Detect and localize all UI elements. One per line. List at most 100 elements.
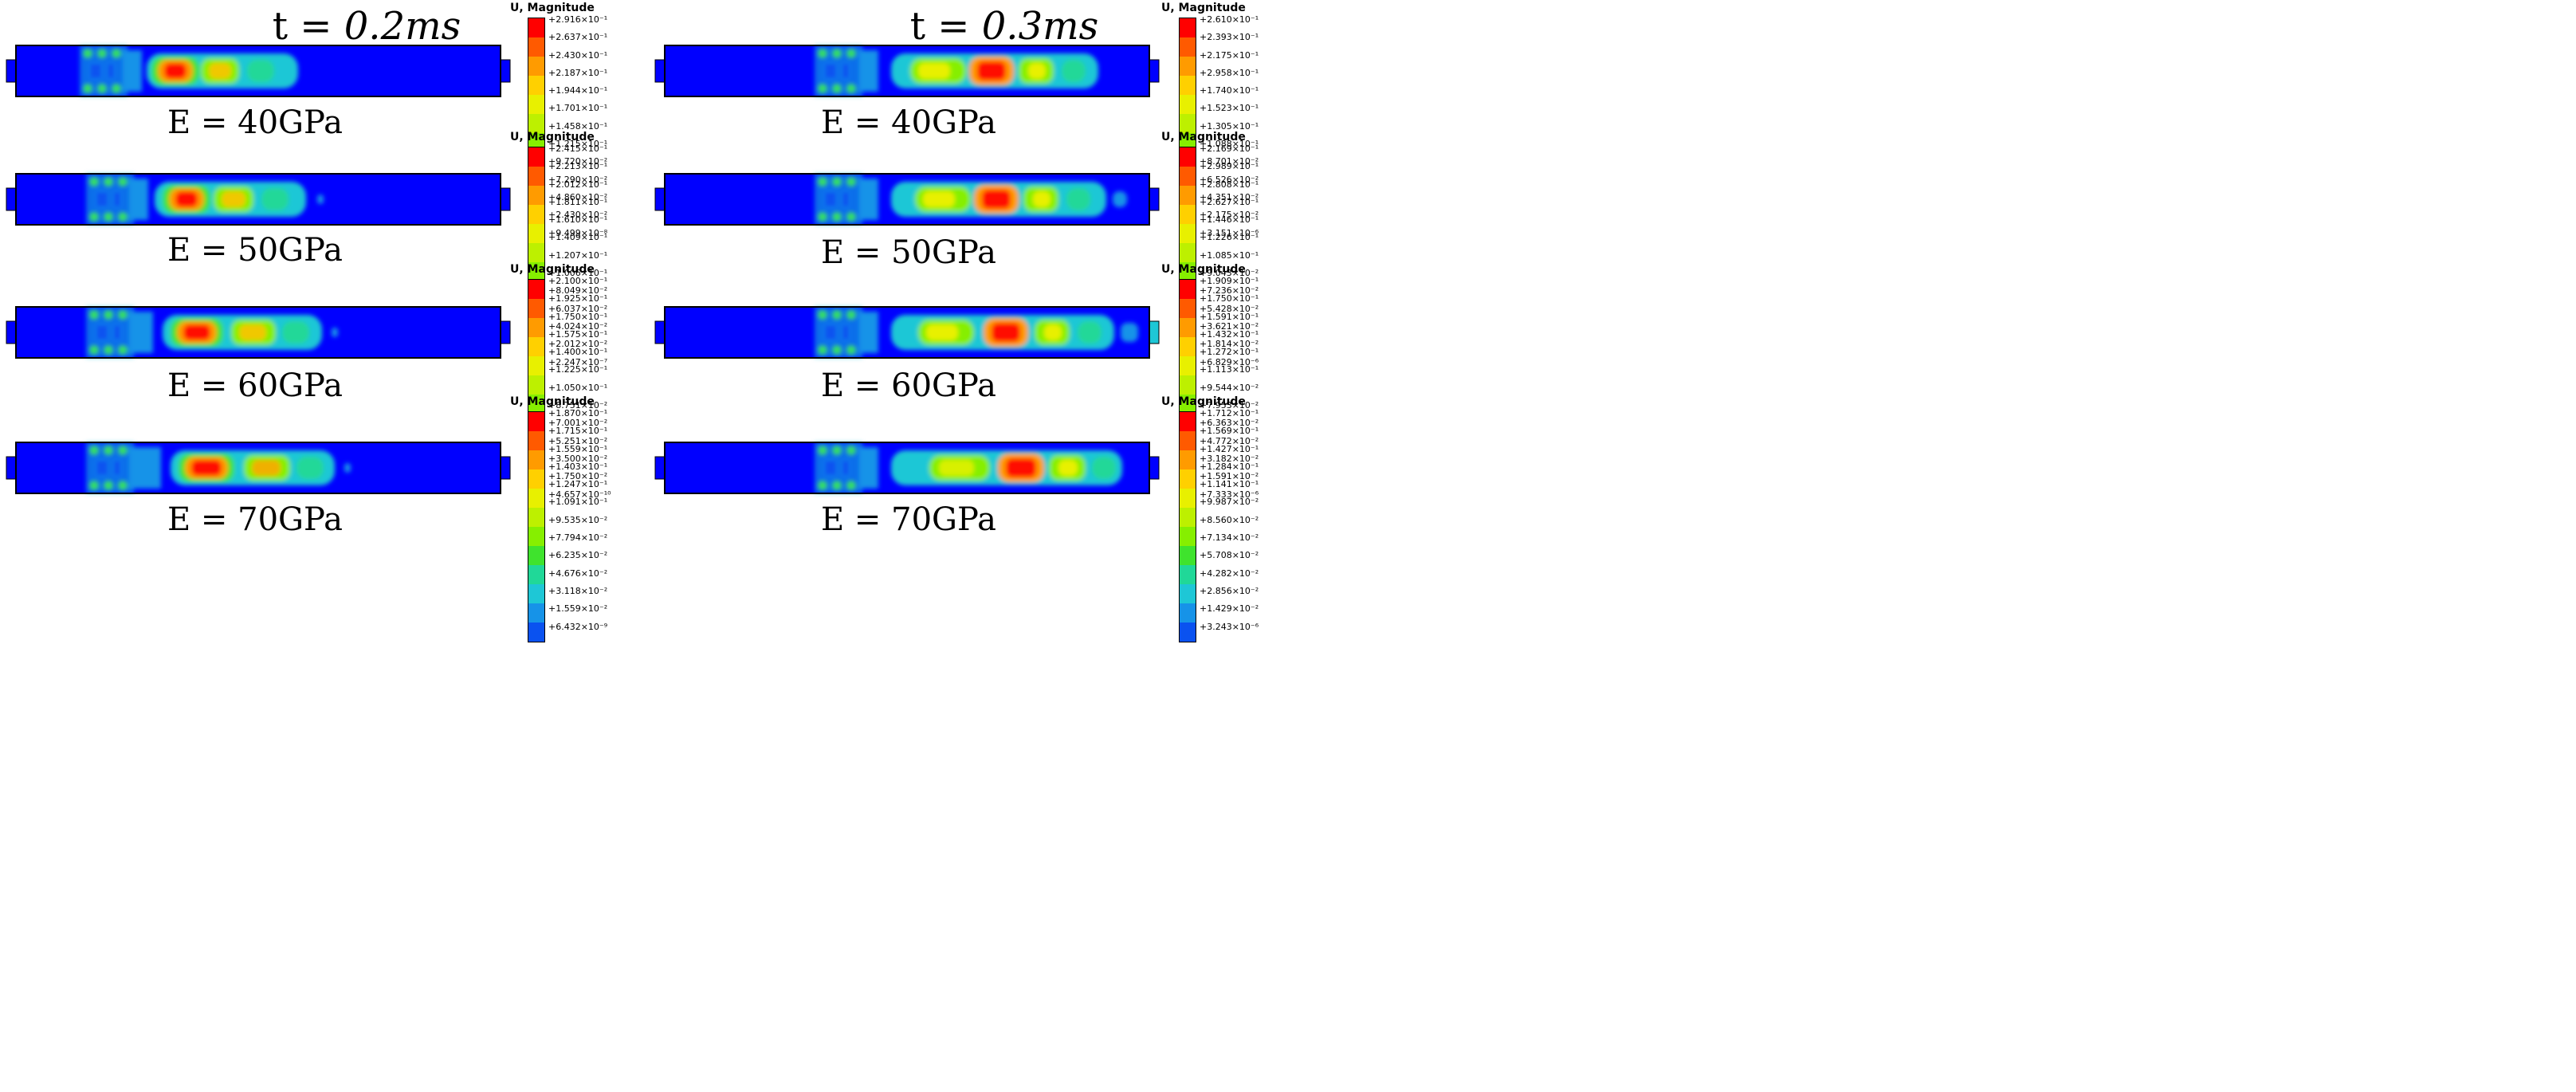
legend-value: +4.676×10⁻² xyxy=(548,568,608,579)
beam-contour-plot xyxy=(6,306,511,359)
legend-value: +1.591×10⁻¹ xyxy=(1200,311,1259,322)
legend-value: +2.247×10⁻⁷ xyxy=(548,356,608,367)
legend-swatch xyxy=(1180,356,1196,375)
legend-value: +7.794×10⁻² xyxy=(548,532,608,544)
legend-value: +7.953×10⁻² xyxy=(1200,400,1259,411)
legend-values: +2.169×10⁻¹ +2.989×10⁻¹ +2.808×10⁻¹ +2.627×… xyxy=(1200,140,1259,371)
time-prefix: t = xyxy=(272,4,344,49)
legend-value: +8.049×10⁻² xyxy=(548,285,608,297)
legend-swatch xyxy=(528,299,544,318)
legend-swatch xyxy=(1180,76,1196,95)
legend-swatch xyxy=(528,18,544,37)
legend-values: +2.610×10⁻¹ +2.393×10⁻¹ +2.175×10⁻¹ +2.958×… xyxy=(1200,11,1259,242)
legend-title: U, Magnitude xyxy=(510,131,595,143)
legend-swatch xyxy=(528,412,544,431)
time-prefix: t = xyxy=(909,4,982,49)
legend-swatch xyxy=(528,318,544,337)
legend-swatch xyxy=(1180,508,1196,527)
legend-value: +7.236×10⁻² xyxy=(1200,285,1259,297)
color-legend: U, Magnitude +2.169×10⁻¹ +2.989×10⁻¹ +2.808… xyxy=(1161,131,1305,381)
legend-value: +4.024×10⁻² xyxy=(548,320,608,332)
legend-value: +1.610×10⁻¹ xyxy=(548,214,608,226)
legend-value: +2.430×10⁻² xyxy=(548,210,608,221)
legend-swatch xyxy=(1180,95,1196,114)
legend-value: +3.621×10⁻² xyxy=(1200,320,1259,332)
legend-swatch xyxy=(528,147,544,167)
legend-swatch xyxy=(1180,57,1196,76)
legend-value: +8.751×10⁻² xyxy=(548,400,608,411)
legend-value: +5.428×10⁻² xyxy=(1200,303,1259,314)
legend-value: +1.284×10⁻¹ xyxy=(1200,461,1259,472)
legend-value: +7.134×10⁻² xyxy=(1200,532,1259,544)
legend-value: +6.235×10⁻² xyxy=(548,550,608,561)
legend-value: +1.750×10⁻¹ xyxy=(548,311,608,322)
legend-swatch xyxy=(528,375,544,395)
legend-title: U, Magnitude xyxy=(1161,263,1246,276)
legend-swatch xyxy=(528,395,544,414)
legend-swatch xyxy=(1180,489,1196,508)
legend-value: +2.637×10⁻¹ xyxy=(548,32,608,43)
modulus-label: E = 60GPa xyxy=(821,367,996,404)
legend-value: +1.050×10⁻¹ xyxy=(548,382,608,393)
legend-value: +4.282×10⁻² xyxy=(1200,568,1259,579)
legend-value: +1.523×10⁻¹ xyxy=(1200,103,1259,114)
legend-color-bar xyxy=(1179,411,1196,642)
legend-value: +2.989×10⁻¹ xyxy=(1200,161,1259,172)
legend-value: +1.006×10⁻¹ xyxy=(548,268,608,279)
legend-value: +2.627×10⁻¹ xyxy=(1200,196,1259,207)
legend-value: +7.333×10⁻⁶ xyxy=(1200,489,1259,500)
legend-value: +9.499×10⁻⁸ xyxy=(548,227,608,238)
legend-value: +7.290×10⁻² xyxy=(548,174,608,185)
legend-value: +1.811×10⁻¹ xyxy=(548,196,608,207)
legend-swatch xyxy=(1180,546,1196,565)
legend-value: +1.091×10⁻¹ xyxy=(548,497,608,508)
legend-swatch xyxy=(1180,527,1196,546)
legend-value: +2.012×10⁻¹ xyxy=(548,179,608,190)
legend-value: +1.085×10⁻¹ xyxy=(1200,249,1259,261)
legend-value: +2.610×10⁻¹ xyxy=(1200,14,1259,25)
legend-title: U, Magnitude xyxy=(510,2,595,14)
legend-swatch xyxy=(1180,337,1196,356)
legend-swatch xyxy=(1180,167,1196,186)
legend-swatch xyxy=(1180,623,1196,642)
legend-swatch xyxy=(1180,469,1196,489)
legend-value: +2.187×10⁻¹ xyxy=(548,67,608,78)
legend-value: +6.037×10⁻² xyxy=(548,303,608,314)
beam-contour-plot xyxy=(654,442,1160,494)
legend-value: +2.856×10⁻² xyxy=(1200,585,1259,596)
legend-value: +3.500×10⁻² xyxy=(548,453,608,464)
legend-value: +2.415×10⁻¹ xyxy=(548,143,608,154)
legend-value: +1.750×10⁻¹ xyxy=(1200,293,1259,304)
legend-value: +1.559×10⁻¹ xyxy=(548,443,608,454)
legend-value: +1.432×10⁻¹ xyxy=(1200,328,1259,340)
legend-value: +8.560×10⁻² xyxy=(1200,514,1259,525)
legend-swatch xyxy=(528,489,544,508)
color-legend: U, Magnitude +1.870×10⁻¹ +1.715×10⁻¹ +1.559… xyxy=(510,395,654,646)
legend-values: +2.415×10⁻¹ +2.213×10⁻¹ +2.012×10⁻¹ +1.811×… xyxy=(548,140,607,371)
legend-swatch xyxy=(528,114,544,133)
legend-value: +2.100×10⁻¹ xyxy=(548,276,608,286)
legend-value: +9.720×10⁻² xyxy=(548,156,608,167)
legend-value: +1.575×10⁻¹ xyxy=(548,328,608,340)
legend-swatch xyxy=(1180,262,1196,281)
legend-value: +3.182×10⁻² xyxy=(1200,453,1259,464)
legend-color-bar xyxy=(528,411,545,642)
legend-values: +1.712×10⁻¹ +1.569×10⁻¹ +1.427×10⁻¹ +1.284×… xyxy=(1200,405,1259,636)
legend-swatch xyxy=(1180,186,1196,205)
legend-value: +4.860×10⁻² xyxy=(548,191,608,202)
time-value: 0.2ms xyxy=(344,4,461,49)
legend-swatch xyxy=(1180,147,1196,167)
legend-value: +1.400×10⁻¹ xyxy=(548,347,608,358)
legend-value: +2.169×10⁻¹ xyxy=(1200,143,1259,154)
legend-value: +1.113×10⁻¹ xyxy=(1200,364,1259,375)
legend-swatch xyxy=(528,469,544,489)
legend-value: +2.430×10⁻¹ xyxy=(548,49,608,61)
legend-swatch xyxy=(528,565,544,584)
legend-value: +9.987×10⁻² xyxy=(1200,497,1259,508)
legend-value: +8.701×10⁻² xyxy=(1200,156,1259,167)
legend-swatch xyxy=(528,167,544,186)
legend-title: U, Magnitude xyxy=(510,395,595,408)
legend-value: +3.243×10⁻⁶ xyxy=(1200,621,1259,632)
legend-value: +9.544×10⁻² xyxy=(1200,382,1259,393)
legend-value: +2.916×10⁻¹ xyxy=(548,14,608,25)
